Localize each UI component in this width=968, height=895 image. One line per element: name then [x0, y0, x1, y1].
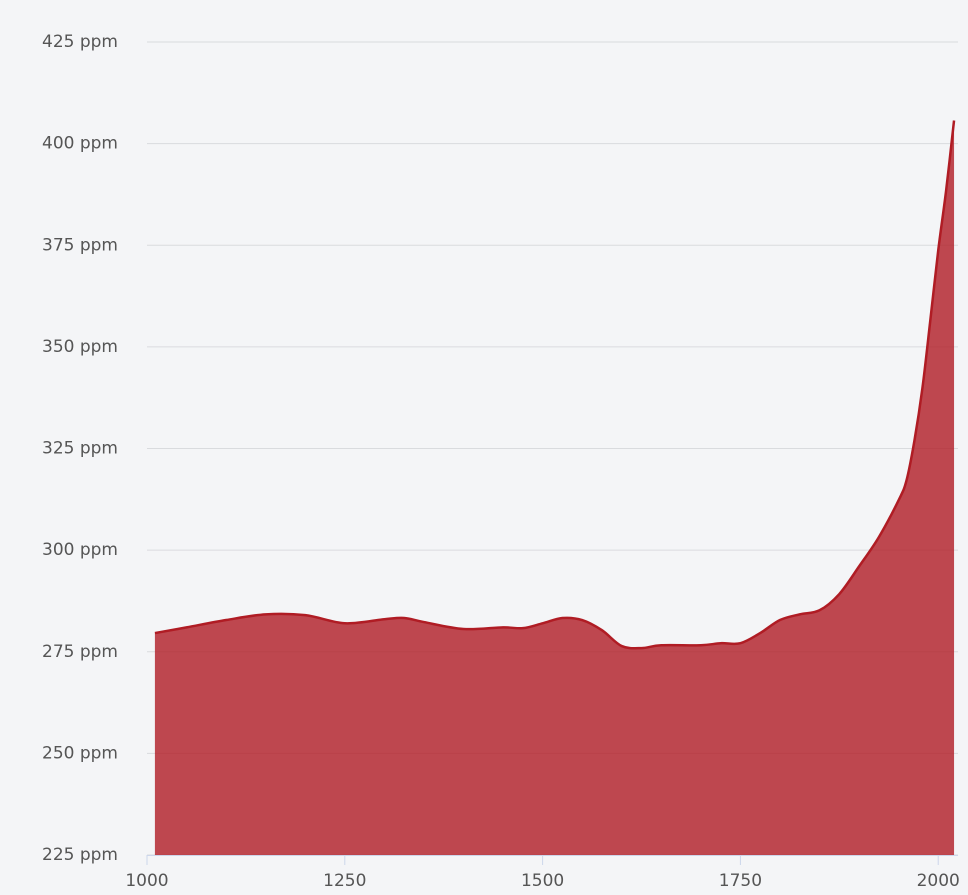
- y-tick-label: 250 ppm: [42, 743, 118, 763]
- y-tick-label: 400 ppm: [42, 134, 118, 154]
- area: [154, 120, 955, 856]
- y-tick-label: 275 ppm: [42, 642, 118, 662]
- line: [154, 120, 956, 650]
- y-tick-label: 350 ppm: [42, 337, 118, 357]
- y-tick-label: 225 ppm: [42, 845, 118, 865]
- x-tick-label: 1250: [323, 871, 366, 891]
- y-tick-label: 300 ppm: [42, 540, 118, 560]
- x-tick-label: 1750: [719, 871, 762, 891]
- y-tick-label: 375 ppm: [42, 235, 118, 255]
- x-tick-label: 1000: [125, 871, 168, 891]
- y-tick-label: 425 ppm: [42, 32, 118, 52]
- y-tick-label: 325 ppm: [42, 439, 118, 459]
- x-tick-label: 1500: [521, 871, 564, 891]
- x-tick-label: 2000: [917, 871, 960, 891]
